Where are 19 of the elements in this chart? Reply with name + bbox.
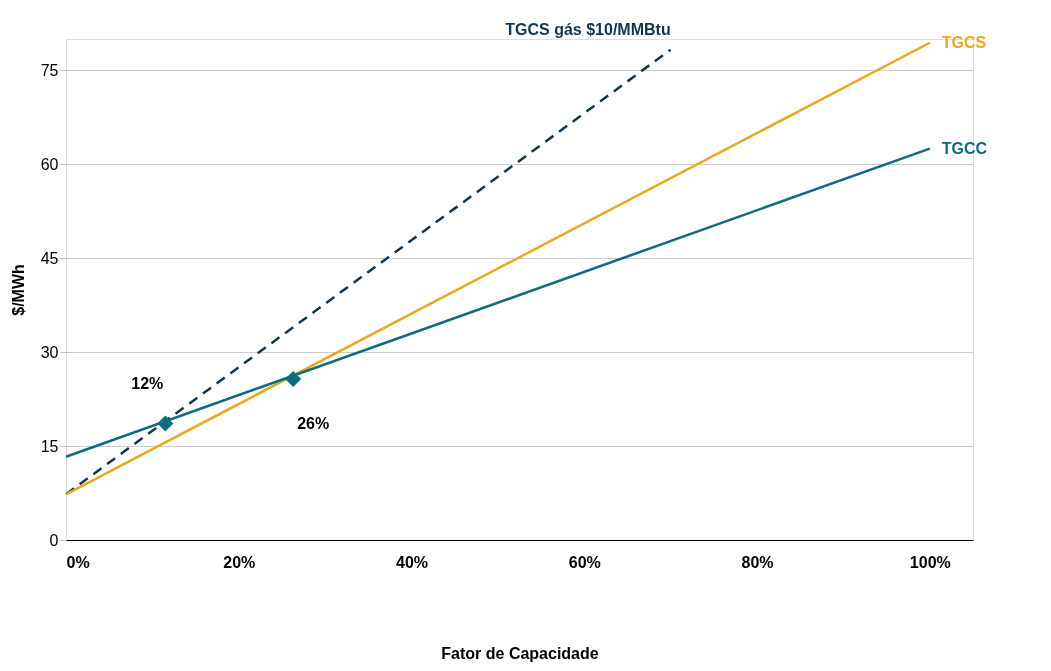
y-tick-label: 75 [40,61,59,79]
series-label: TGCS [941,33,987,51]
y-tick-label: 0 [49,531,59,549]
y-tick-label: 15 [40,437,59,455]
x-tick-label: 80% [741,553,774,571]
x-axis-title: Fator de Capacidade [441,644,599,662]
x-tick-label: 40% [396,553,429,571]
series-label: TGCS gás $10/MMBtu [505,20,671,38]
y-tick-label: 30 [40,343,59,361]
y-axis-title: $/MWh [9,264,27,316]
x-tick-label: 100% [909,553,951,571]
x-tick-label: 20% [223,553,256,571]
x-tick-label: 0% [66,553,90,571]
x-tick-label: 60% [568,553,601,571]
series-label: TGCC [941,139,988,157]
annotation: 12% [131,374,164,392]
annotation: 26% [297,415,330,433]
y-tick-label: 60 [40,155,59,173]
y-tick-label: 45 [40,249,59,267]
